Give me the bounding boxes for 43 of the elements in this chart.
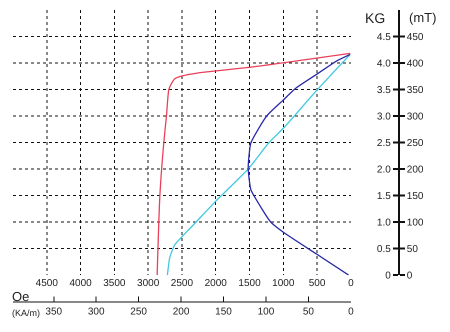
y-tick-label: 2.0 [376,164,392,176]
x2-tick-label: 350 [45,306,63,318]
y-tick-label: 3.0 [376,111,392,122]
x2-tick-label: 100 [258,306,275,318]
y2-tick-label: 250 [406,138,424,149]
x-tick-label: 1500 [238,278,262,290]
x-tick-label: 2000 [204,278,228,290]
y2-axis-title: (mT) [409,10,436,25]
x-tick-label: 500 [308,278,326,290]
y-tick-label: 2.5 [376,138,392,149]
x-tick-label: 1000 [272,278,295,290]
x-tick-label: 4000 [69,278,92,290]
y2-tick-label: 150 [406,191,424,202]
y2-tick-label: 100 [406,218,424,229]
y2-tick-label: 300 [406,111,424,122]
y-tick-label: 0 [385,270,392,282]
y-tick-label: 3.5 [376,84,392,96]
x2-tick-label: 250 [130,306,148,318]
x2-tick-label: 300 [88,306,105,318]
x-tick-label: 4500 [36,278,58,290]
y2-tick-label: 450 [406,32,424,43]
x2-tick-label: 150 [215,306,232,318]
x-axis-title: Oe [12,289,30,304]
x2-axis-title: (KA/m) [12,308,40,318]
x2-tick-label: 200 [172,306,190,318]
y2-tick-label: 50 [406,244,418,256]
y2-tick-label: 200 [406,164,424,176]
x-tick-label: 2500 [170,278,194,290]
y-tick-label: 1.5 [376,191,392,202]
x2-tick-label: 0 [348,306,354,318]
y-axis-title: KG [365,10,386,26]
y-tick-label: 4.0 [376,58,392,70]
y-tick-label: 0.5 [376,244,392,256]
y2-tick-label: 350 [406,84,424,96]
y2-tick-label: 400 [406,58,424,70]
line-series [248,54,351,276]
y-tick-label: 1.0 [376,218,392,229]
y-tick-label: 4.5 [376,32,392,43]
x-tick-label: 0 [348,278,354,290]
x2-tick-label: 50 [302,306,314,318]
x-tick-label: 3500 [103,278,126,290]
y2-tick-label: 0 [406,270,413,282]
x-tick-label: 3000 [137,278,160,290]
